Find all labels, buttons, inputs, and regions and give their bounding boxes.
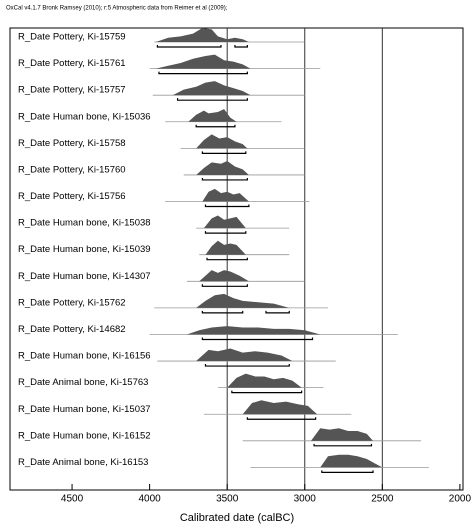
distribution — [196, 293, 290, 308]
distribution — [199, 270, 249, 282]
x-tick-label: 2500 — [371, 494, 394, 505]
distribution — [188, 109, 237, 122]
hpd-range — [321, 470, 374, 474]
hpd-range — [206, 257, 248, 261]
hpd-range — [231, 390, 303, 394]
row-label: R_Date Pottery, Ki-15759 — [18, 32, 126, 43]
hpd-range — [176, 98, 248, 101]
hpd-range — [195, 124, 236, 128]
hpd-range — [158, 71, 248, 75]
row-label: R_Date Human bone, Ki-15038 — [18, 218, 151, 229]
distribution — [205, 240, 246, 255]
hpd-range — [201, 177, 248, 181]
chart-title: OxCal v4.1.7 Bronk Ramsey (2010); r:5 At… — [6, 6, 228, 12]
hpd-range — [201, 337, 314, 341]
hpd-range — [204, 364, 290, 367]
distribution — [155, 54, 251, 69]
x-tick-label: 2000 — [449, 494, 472, 505]
distribution — [203, 215, 246, 229]
plot-frame — [9, 27, 464, 491]
row-label: R_Date Human bone, Ki-15036 — [18, 111, 151, 122]
distribution — [227, 373, 302, 388]
hpd-range — [201, 310, 244, 314]
row-label: R_Date Pottery, Ki-14682 — [18, 324, 126, 335]
row-label: R_Date Animal bone, Ki-15763 — [18, 377, 148, 388]
distribution — [196, 160, 249, 175]
hpd-range — [201, 284, 248, 287]
row-label: R_Date Human bone, Ki-14307 — [18, 271, 151, 282]
row-label: R_Date Human bone, Ki-16156 — [18, 351, 151, 362]
distribution — [310, 428, 374, 441]
row-label: R_Date Pottery, Ki-15756 — [18, 191, 126, 202]
row-label: R_Date Pottery, Ki-15758 — [18, 138, 126, 149]
distribution — [196, 348, 293, 362]
distribution — [202, 188, 249, 202]
hpd-range — [313, 443, 373, 447]
x-tick-label: 4000 — [138, 494, 161, 505]
distribution — [186, 326, 321, 335]
x-axis-label: Calibrated date (calBC) — [180, 512, 294, 524]
x-tick-label: 3500 — [216, 494, 239, 505]
distribution — [320, 454, 383, 468]
row-label: R_Date Human bone, Ki-16152 — [18, 430, 151, 441]
row-label: R_Date Pottery, Ki-15757 — [18, 85, 126, 96]
row-label: R_Date Pottery, Ki-15761 — [18, 58, 126, 69]
hpd-range — [246, 417, 317, 420]
row-label: R_Date Pottery, Ki-15762 — [18, 297, 126, 308]
row-label: R_Date Human bone, Ki-15037 — [18, 404, 151, 415]
hpd-range — [265, 310, 290, 314]
hpd-range — [204, 204, 250, 208]
row-label: R_Date Animal bone, Ki-16153 — [18, 457, 148, 468]
hpd-range — [204, 231, 247, 234]
distribution — [172, 81, 251, 96]
hpd-range — [234, 45, 248, 48]
x-tick-label: 3000 — [294, 494, 317, 505]
hpd-range — [201, 151, 247, 154]
distribution — [196, 134, 248, 149]
row-label: R_Date Pottery, Ki-15760 — [18, 164, 126, 175]
distribution — [242, 400, 318, 415]
hpd-range — [156, 45, 222, 48]
distribution — [155, 28, 249, 42]
row-label: R_Date Human bone, Ki-15039 — [18, 244, 151, 255]
x-tick-label: 4500 — [61, 494, 84, 505]
